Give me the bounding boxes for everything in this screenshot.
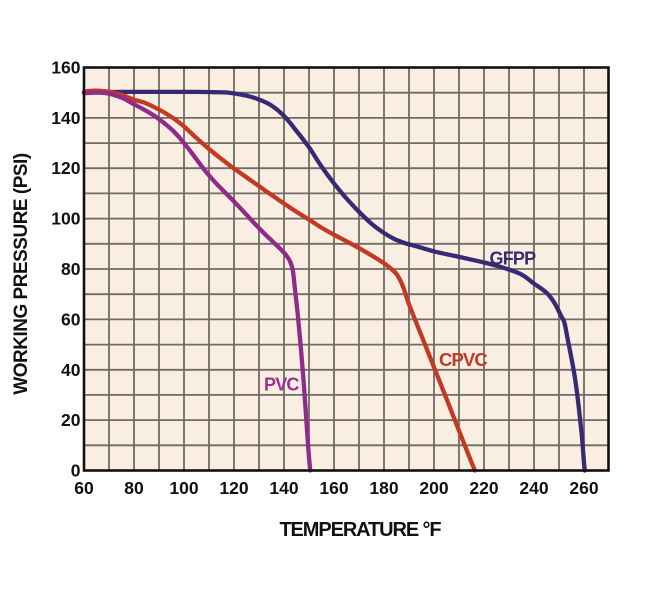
svg-text:80: 80 xyxy=(61,259,81,279)
svg-text:60: 60 xyxy=(61,309,81,329)
svg-text:40: 40 xyxy=(61,360,81,380)
svg-text:100: 100 xyxy=(51,209,80,229)
svg-text:100: 100 xyxy=(169,478,198,498)
svg-text:PVC: PVC xyxy=(264,375,299,395)
svg-text:140: 140 xyxy=(51,108,80,128)
svg-text:GFPP: GFPP xyxy=(490,249,537,269)
svg-text:140: 140 xyxy=(269,478,298,498)
svg-text:20: 20 xyxy=(61,410,81,430)
svg-text:160: 160 xyxy=(51,58,80,78)
svg-text:60: 60 xyxy=(74,478,94,498)
svg-text:160: 160 xyxy=(319,478,348,498)
svg-text:120: 120 xyxy=(51,158,80,178)
svg-text:220: 220 xyxy=(469,478,498,498)
svg-text:180: 180 xyxy=(369,478,398,498)
svg-text:260: 260 xyxy=(569,478,598,498)
svg-text:0: 0 xyxy=(71,461,81,481)
svg-text:240: 240 xyxy=(519,478,548,498)
svg-text:120: 120 xyxy=(219,478,248,498)
svg-text:TEMPERATURE °F: TEMPERATURE °F xyxy=(279,519,441,541)
svg-text:200: 200 xyxy=(419,478,448,498)
svg-text:CPVC: CPVC xyxy=(439,349,487,370)
svg-text:WORKING PRESSURE (PSI): WORKING PRESSURE (PSI) xyxy=(11,153,32,394)
svg-text:80: 80 xyxy=(124,478,144,498)
